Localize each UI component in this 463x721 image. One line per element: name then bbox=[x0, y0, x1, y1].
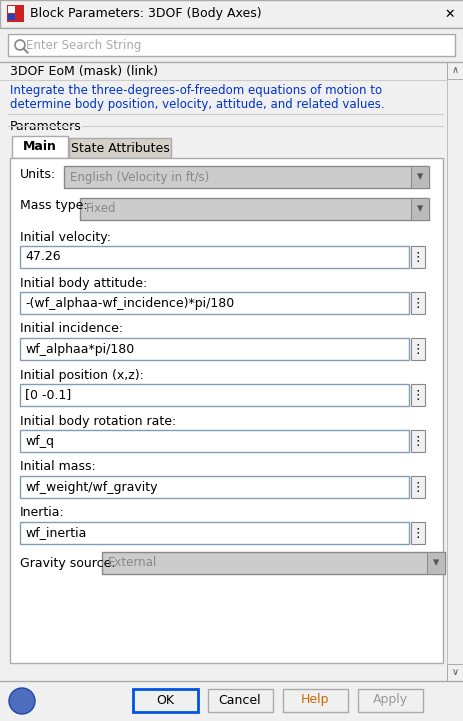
Text: [0 -0.1]: [0 -0.1] bbox=[25, 389, 71, 402]
Bar bbox=[10, 158, 442, 663]
Text: ▾: ▾ bbox=[416, 203, 422, 216]
Bar bbox=[410, 430, 424, 452]
Text: Help: Help bbox=[300, 694, 329, 707]
Bar bbox=[12, 136, 68, 158]
Text: ∧: ∧ bbox=[450, 65, 457, 75]
Circle shape bbox=[9, 688, 35, 714]
Text: wf_q: wf_q bbox=[25, 435, 54, 448]
Text: ⋮: ⋮ bbox=[411, 526, 423, 539]
Bar bbox=[410, 166, 428, 188]
Bar bbox=[282, 689, 347, 712]
Bar bbox=[20, 292, 408, 314]
Text: Apply: Apply bbox=[372, 694, 407, 707]
Text: wf_inertia: wf_inertia bbox=[25, 526, 86, 539]
Text: ⋮: ⋮ bbox=[411, 480, 423, 493]
Bar bbox=[410, 198, 428, 220]
Text: Enter Search String: Enter Search String bbox=[26, 38, 141, 51]
Bar bbox=[446, 62, 463, 681]
Text: Fixed: Fixed bbox=[86, 203, 116, 216]
Bar bbox=[410, 246, 424, 268]
Text: Initial body rotation rate:: Initial body rotation rate: bbox=[20, 415, 176, 428]
Text: ⋮: ⋮ bbox=[411, 342, 423, 355]
Bar bbox=[357, 689, 422, 712]
Text: Initial body attitude:: Initial body attitude: bbox=[20, 276, 147, 290]
Text: Block Parameters: 3DOF (Body Axes): Block Parameters: 3DOF (Body Axes) bbox=[30, 7, 261, 20]
Bar bbox=[64, 166, 428, 188]
Text: Initial incidence:: Initial incidence: bbox=[20, 322, 123, 335]
Text: External: External bbox=[108, 557, 157, 570]
Text: OK: OK bbox=[156, 694, 174, 707]
Bar bbox=[446, 664, 463, 681]
Text: 3DOF EoM (mask) (link): 3DOF EoM (mask) (link) bbox=[10, 64, 158, 77]
Text: Parameters: Parameters bbox=[10, 120, 81, 133]
Bar bbox=[102, 552, 444, 574]
Bar bbox=[426, 552, 444, 574]
Text: determine body position, velocity, attitude, and related values.: determine body position, velocity, attit… bbox=[10, 98, 384, 111]
Text: State Attributes: State Attributes bbox=[70, 141, 169, 154]
Bar bbox=[0, 681, 463, 721]
Text: ✕: ✕ bbox=[444, 7, 454, 20]
Bar bbox=[410, 384, 424, 406]
Text: 47.26: 47.26 bbox=[25, 250, 61, 263]
Bar bbox=[410, 476, 424, 498]
Text: ⋮: ⋮ bbox=[411, 389, 423, 402]
Bar bbox=[20, 384, 408, 406]
Bar bbox=[16, 6, 22, 20]
Text: Gravity source:: Gravity source: bbox=[20, 557, 115, 570]
Text: Initial velocity:: Initial velocity: bbox=[20, 231, 111, 244]
Bar bbox=[20, 246, 408, 268]
Text: ⋮: ⋮ bbox=[411, 250, 423, 263]
Bar bbox=[20, 476, 408, 498]
Bar bbox=[69, 138, 171, 158]
Bar bbox=[133, 689, 198, 712]
Bar bbox=[410, 522, 424, 544]
Bar bbox=[0, 0, 463, 28]
Text: wf_weight/wf_gravity: wf_weight/wf_gravity bbox=[25, 480, 157, 493]
Bar bbox=[80, 198, 428, 220]
Bar bbox=[20, 338, 408, 360]
Bar bbox=[20, 430, 408, 452]
Bar bbox=[8, 14, 15, 20]
Text: ∨: ∨ bbox=[450, 667, 457, 677]
Text: Cancel: Cancel bbox=[218, 694, 261, 707]
Text: Initial mass:: Initial mass: bbox=[20, 461, 95, 474]
Text: Initial position (x,z):: Initial position (x,z): bbox=[20, 368, 144, 381]
Text: ⋮: ⋮ bbox=[411, 435, 423, 448]
Text: Units:: Units: bbox=[20, 167, 56, 180]
Text: Inertia:: Inertia: bbox=[20, 506, 65, 520]
Text: ⋮: ⋮ bbox=[411, 296, 423, 309]
Bar bbox=[8, 34, 454, 56]
Bar bbox=[410, 292, 424, 314]
Text: Mass type:: Mass type: bbox=[20, 200, 88, 213]
Bar bbox=[8, 6, 15, 13]
Bar bbox=[0, 28, 463, 62]
Bar bbox=[410, 338, 424, 360]
Text: ▾: ▾ bbox=[432, 557, 438, 570]
Text: ?: ? bbox=[18, 694, 26, 708]
Text: ▾: ▾ bbox=[416, 170, 422, 184]
Text: wf_alphaa*pi/180: wf_alphaa*pi/180 bbox=[25, 342, 134, 355]
Text: Main: Main bbox=[23, 141, 57, 154]
Bar bbox=[207, 689, 272, 712]
Text: Integrate the three-degrees-of-freedom equations of motion to: Integrate the three-degrees-of-freedom e… bbox=[10, 84, 382, 97]
Bar bbox=[0, 62, 446, 80]
Bar bbox=[20, 522, 408, 544]
Text: -(wf_alphaa-wf_incidence)*pi/180: -(wf_alphaa-wf_incidence)*pi/180 bbox=[25, 296, 234, 309]
Bar bbox=[446, 62, 463, 79]
Text: English (Velocity in ft/s): English (Velocity in ft/s) bbox=[70, 170, 209, 184]
Bar bbox=[7, 5, 24, 22]
